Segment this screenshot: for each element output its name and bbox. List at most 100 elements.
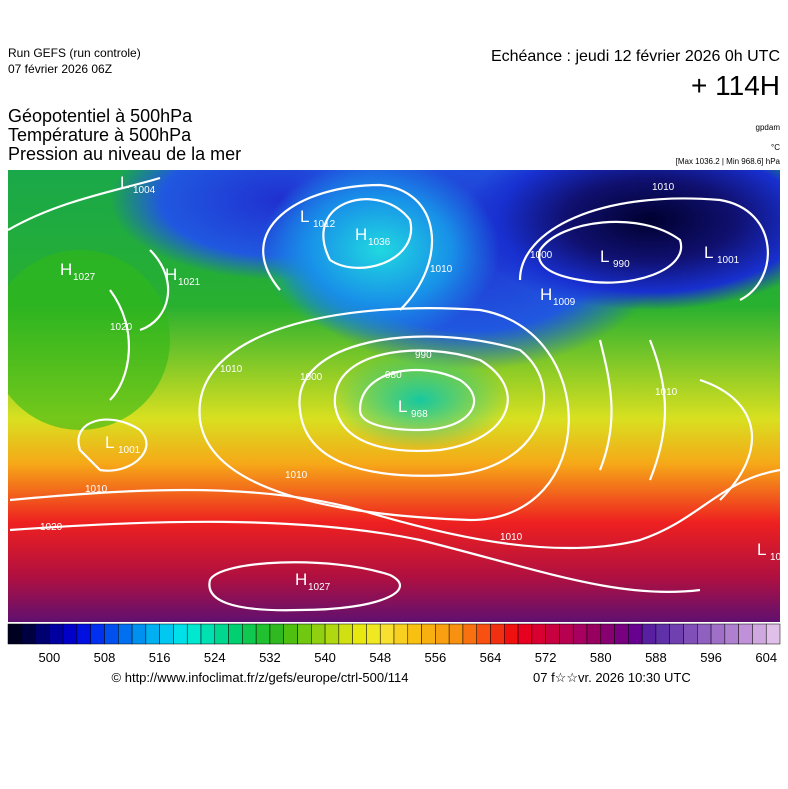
center-value: 1021 (178, 277, 201, 288)
colorbar-swatch (35, 623, 50, 645)
isobar-label: 1010 (220, 364, 243, 375)
colorbar-swatch (600, 623, 615, 645)
colorbar-swatch (559, 623, 574, 645)
colorbar-swatch (90, 623, 105, 645)
center-letter: L (398, 397, 407, 416)
colorbar-swatch (186, 623, 202, 645)
map-title: Pression au niveau de la mer (8, 144, 241, 164)
colorbar-label: 596 (700, 650, 722, 665)
colorbar-swatch (641, 623, 657, 645)
colorbar-label: 508 (94, 650, 116, 665)
center-letter: L (757, 540, 766, 559)
center-letter: L (105, 433, 114, 452)
colorbar-swatch (545, 623, 560, 645)
center-value: 1027 (308, 582, 331, 593)
colorbar-swatch (724, 623, 739, 645)
colorbar-swatch (683, 623, 698, 645)
isobar-label: 1010 (652, 182, 675, 193)
colorbar-swatch (104, 623, 119, 645)
center-value: 10 (770, 552, 782, 563)
colorbar-label: 548 (369, 650, 391, 665)
colorbar-swatch (531, 623, 546, 645)
colorbar-swatch (49, 623, 64, 645)
run: Run GEFS (run controle) (8, 46, 141, 60)
colorbar-swatch (338, 623, 353, 645)
center-letter: H (355, 225, 367, 244)
isobar-label: 1000 (530, 250, 553, 261)
colorbar-label: 572 (535, 650, 557, 665)
colorbar-swatch (145, 623, 160, 645)
colorbar-swatch (21, 623, 36, 645)
isobar-label: 1020 (110, 322, 133, 333)
center-letter: H (60, 260, 72, 279)
colorbar-swatch (352, 623, 367, 645)
colorbar-swatch (62, 623, 78, 645)
colorbar-swatch (462, 623, 477, 645)
colorbar-swatch (131, 623, 147, 645)
center-letter: L (704, 243, 713, 262)
colorbar-swatch (159, 623, 174, 645)
center-value: 1036 (368, 237, 391, 248)
center-value: 1012 (313, 219, 336, 230)
colorbar-swatch (311, 623, 326, 645)
colorbar-swatch (297, 623, 312, 645)
isobar-label: 1010 (655, 387, 678, 398)
colorbar-swatch (586, 623, 602, 645)
isobar-label: 1000 (300, 372, 323, 383)
colorbar-swatch (504, 623, 519, 645)
colorbar-label: 580 (590, 650, 612, 665)
unit-label: °C (771, 143, 780, 152)
center-value: 1004 (133, 185, 156, 196)
colorbar-label: 604 (755, 650, 777, 665)
center-letter: L (120, 173, 129, 192)
colorbar-swatch (269, 623, 284, 645)
center-value: 990 (613, 259, 630, 270)
center-value: 1001 (118, 445, 141, 456)
isobar-label: 1010 (285, 470, 308, 481)
colorbar-swatch (324, 623, 340, 645)
colorbar-swatch (228, 623, 243, 645)
colorbar-swatch (421, 623, 436, 645)
colorbar-swatch (655, 623, 670, 645)
colorbar-swatch (379, 623, 395, 645)
colorbar-swatch (118, 623, 133, 645)
isobar-label: 1020 (40, 522, 63, 533)
isobar-label: 990 (415, 350, 432, 361)
colorbar-swatch (765, 623, 781, 645)
colorbar-swatch (572, 623, 588, 645)
center-letter: L (600, 247, 609, 266)
colorbar-label: 516 (149, 650, 171, 665)
center-letter: H (165, 265, 177, 284)
colorbar-label: 588 (645, 650, 667, 665)
colorbar-swatch (76, 623, 91, 645)
center-letter: H (540, 285, 552, 304)
center-value: 968 (411, 409, 428, 420)
run-date: 07 février 2026 06Z (8, 62, 112, 76)
colorbar-swatch (738, 623, 753, 645)
unit-label: gpdam (756, 123, 781, 132)
map-title: Géopotentiel à 500hPa (8, 106, 193, 126)
center-letter: L (300, 207, 309, 226)
colorbar-label: 564 (480, 650, 502, 665)
colorbar-swatch (214, 623, 229, 645)
colorbar-label: 556 (425, 650, 447, 665)
colorbar-label: 524 (204, 650, 226, 665)
colorbar-swatch (752, 623, 767, 645)
colorbar-swatch (710, 623, 726, 645)
colorbar-label: 532 (259, 650, 281, 665)
colorbar-swatch (490, 623, 505, 645)
colorbar-swatch (173, 623, 188, 645)
colorbar-swatch (407, 623, 422, 645)
center-letter: H (295, 570, 307, 589)
center-value: 1027 (73, 272, 96, 283)
center-value: 1009 (553, 297, 576, 308)
colorbar-swatch (517, 623, 533, 645)
colorbar-swatch (614, 623, 629, 645)
colorbar-swatch (669, 623, 684, 645)
isobar-label: 1010 (500, 532, 523, 543)
colorbar-swatch (448, 623, 464, 645)
unit-label: [Max 1036.2 | Min 968.6] hPa (676, 157, 781, 166)
colorbar-swatch (7, 623, 23, 645)
